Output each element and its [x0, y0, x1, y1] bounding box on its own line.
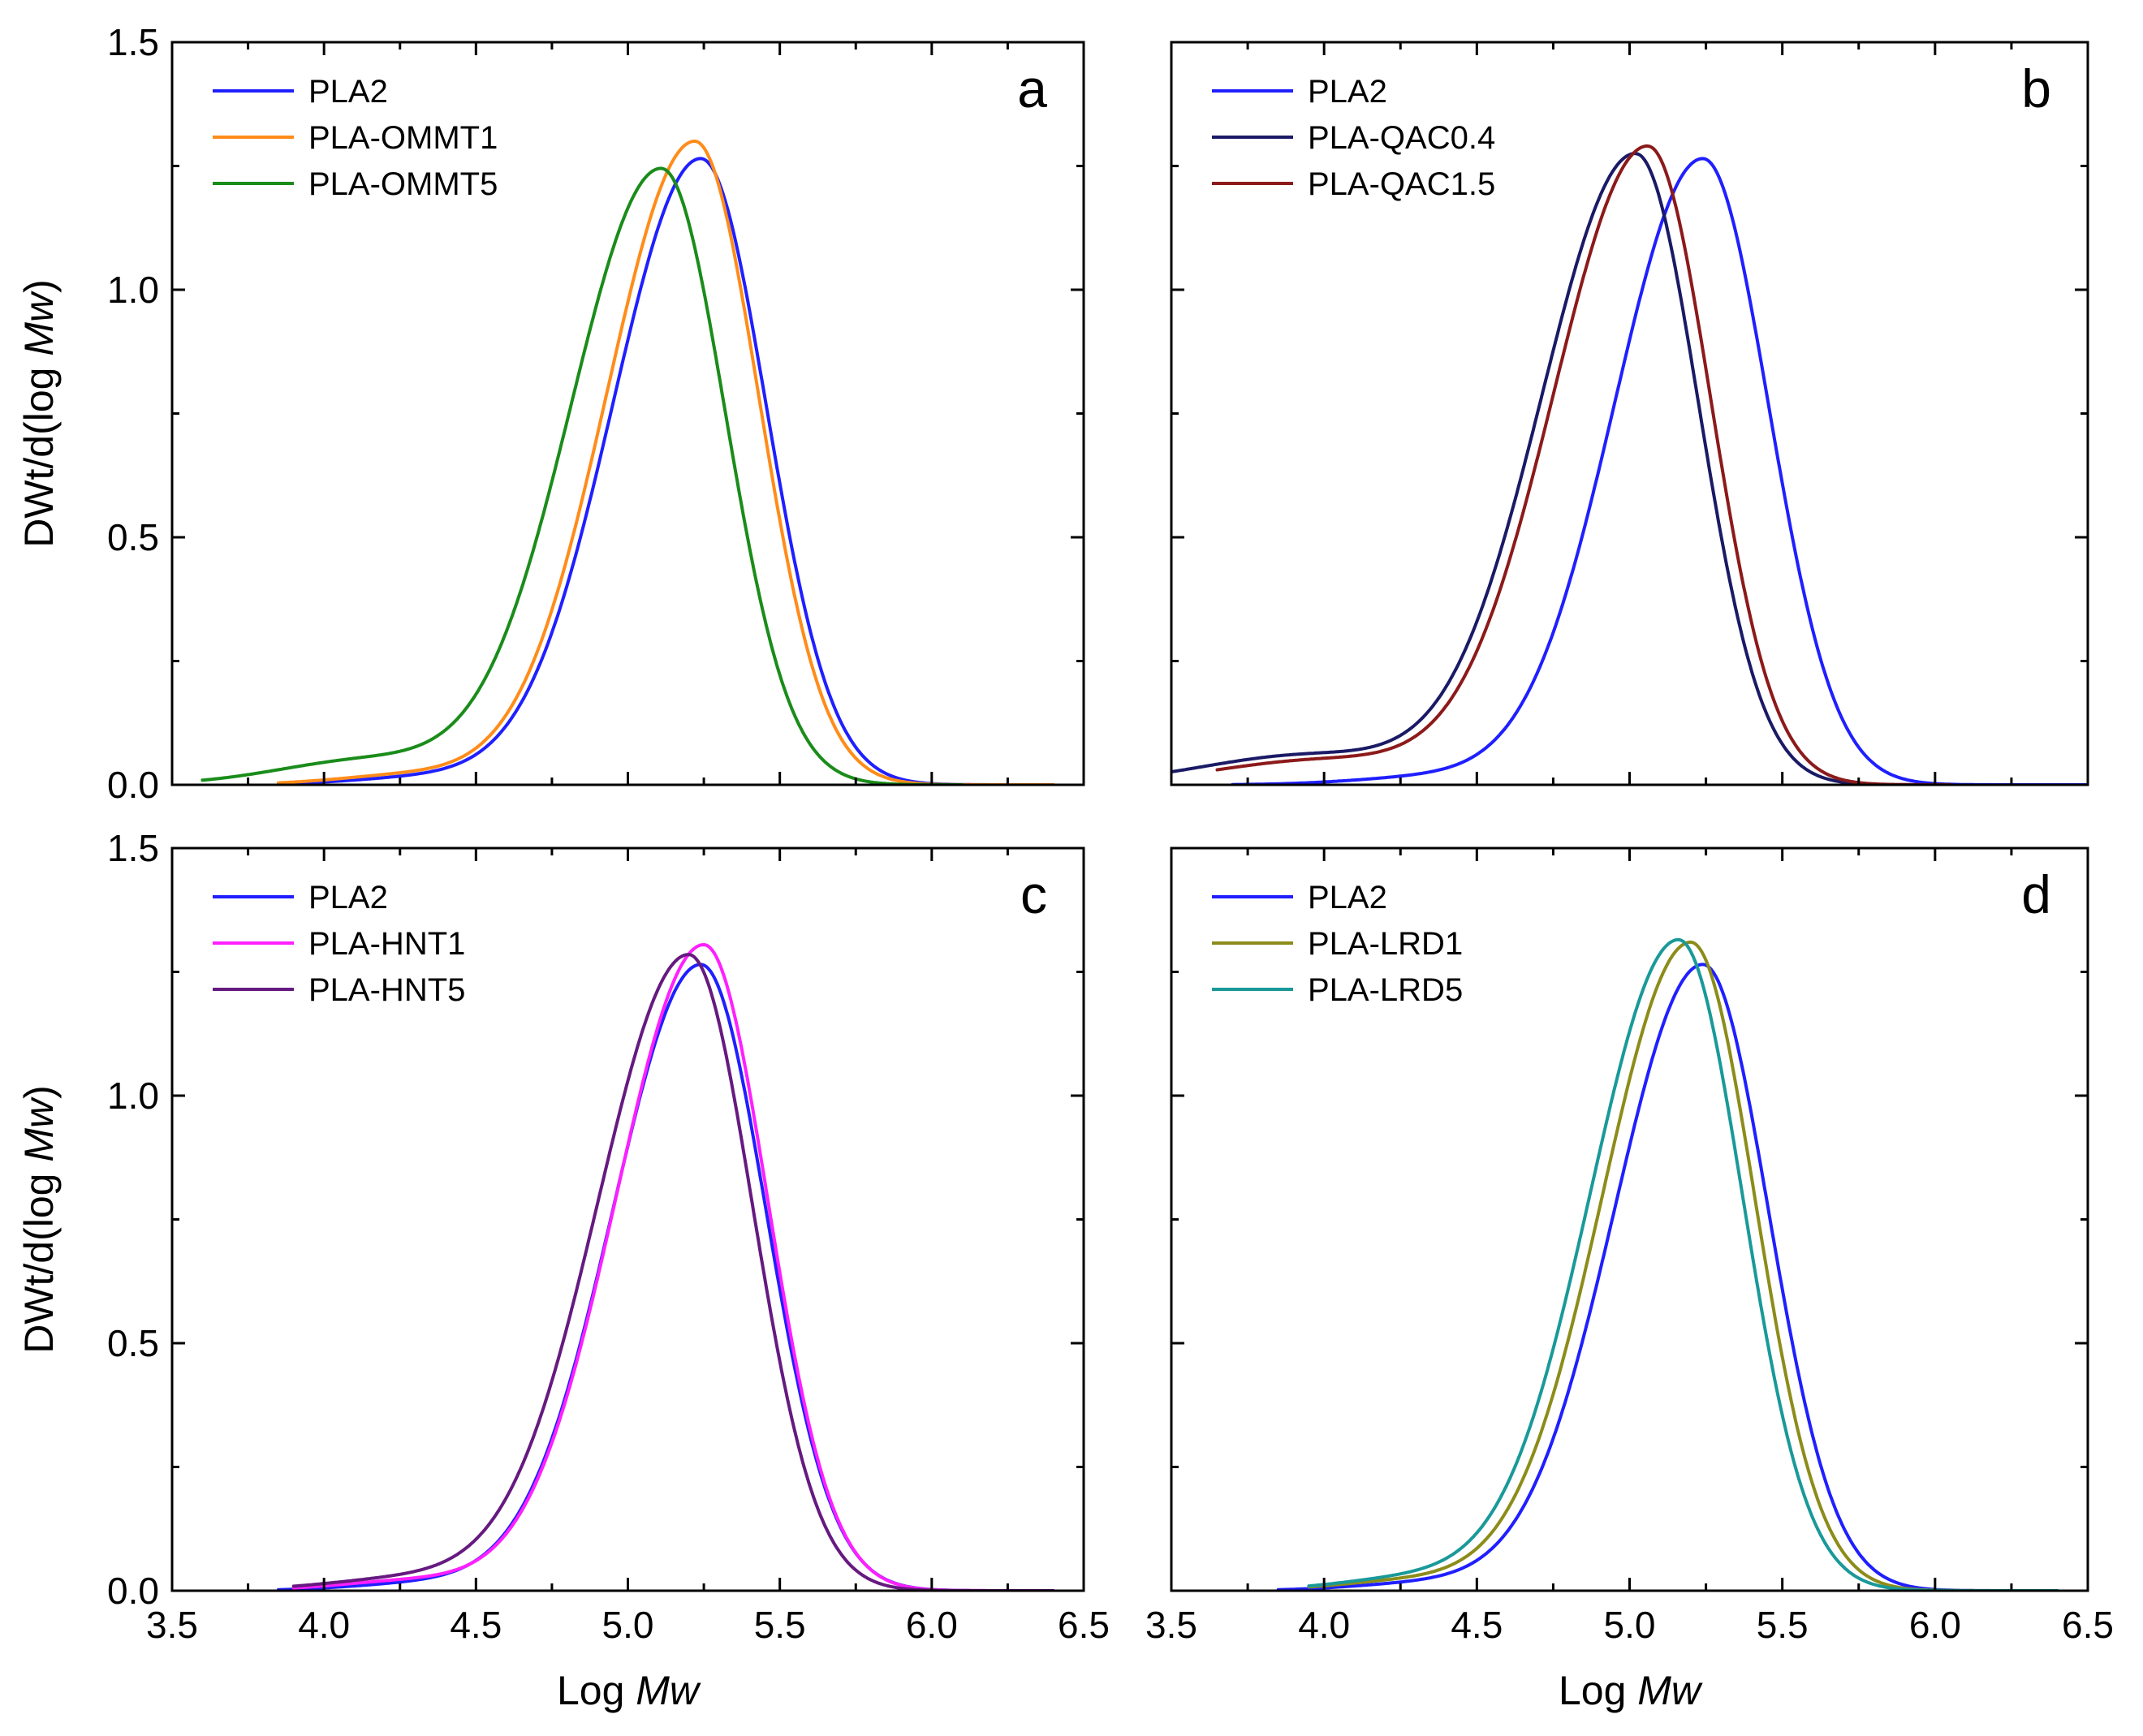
- x-tick-label: 5.5: [1757, 1604, 1809, 1646]
- series-line-pla2: [1276, 963, 2059, 1591]
- x-tick-label: 6.0: [1909, 1604, 1961, 1646]
- legend-label: PLA-HNT5: [308, 972, 465, 1008]
- y-axis-title: DWt/d(log Mw): [16, 279, 62, 548]
- panel-a: 0.0 0.5 1.0 1.5 PLA2 PLA-OMMT1 PLA-OMMT5 a DWt/d…: [16, 21, 1085, 806]
- y-tick-label: 1.0: [107, 269, 159, 311]
- x-tick-label: 5.5: [754, 1604, 806, 1646]
- x-tick-label: 5.0: [602, 1604, 654, 1646]
- x-axis-title: Log Mw: [557, 1668, 701, 1713]
- series-line-pla-ommt1: [277, 140, 1055, 785]
- x-tick-label: 3.5: [146, 1604, 198, 1646]
- panel-d: 3.5 4.0 4.5 5.0 5.5 6.0 6.5 PLA2 PLA-LRD1 PLA-LRD…: [1145, 846, 2114, 1713]
- series-line-pla-qac0.4: [1171, 152, 1937, 785]
- legend-label: PLA2: [308, 880, 388, 915]
- y-axis-title: DWt/d(log Mw): [16, 1085, 62, 1354]
- legend-label: PLA2: [1308, 74, 1387, 110]
- panel-c: 3.5 4.0 4.5 5.0 5.5 6.0 6.5 0.0 0.5 1.0 1.5 PLA2 PLA…: [16, 827, 1110, 1713]
- panels: 0.0 0.5 1.0 1.5 PLA2 PLA-OMMT1 PLA-OMMT5 a DWt/d…: [16, 21, 2114, 1713]
- legend-label: PLA-LRD1: [1308, 926, 1463, 962]
- legend-label: PLA-OMMT5: [308, 166, 498, 202]
- x-tick-label: 4.5: [450, 1604, 502, 1646]
- legend-label: PLA-QAC1.5: [1308, 166, 1495, 202]
- series-line-pla2: [277, 963, 1055, 1591]
- x-tick-label: 4.5: [1451, 1604, 1503, 1646]
- y-tick-label: 1.5: [107, 827, 159, 869]
- legend-label: PLA-HNT1: [308, 926, 465, 962]
- series-line-pla-hnt1: [291, 943, 1055, 1591]
- panel-letter: c: [1020, 864, 1047, 924]
- x-tick-label: 5.0: [1604, 1604, 1656, 1646]
- series-line-pla-ommt5: [201, 166, 964, 785]
- y-tick-label: 1.0: [107, 1075, 159, 1117]
- legend-label: PLA-OMMT1: [308, 120, 498, 156]
- panel-letter: b: [2021, 58, 2051, 118]
- series-line-pla-lrd5: [1307, 937, 2059, 1591]
- x-tick-label: 6.5: [1058, 1604, 1110, 1646]
- x-tick-label: 3.5: [1145, 1604, 1197, 1646]
- y-tick-label: 0.5: [107, 516, 159, 558]
- x-axis-title: Log Mw: [1559, 1668, 1703, 1713]
- x-tick-label: 4.0: [298, 1604, 350, 1646]
- series-line-pla-qac1.5: [1215, 144, 1952, 785]
- y-tick-label: 0.0: [107, 764, 159, 806]
- panel-b: PLA2 PLA-QAC0.4 PLA-QAC1.5 b: [1170, 41, 2089, 786]
- series-line-pla-hnt5: [291, 953, 1055, 1591]
- legend-label: PLA-LRD5: [1308, 972, 1463, 1008]
- x-tick-label: 4.0: [1298, 1604, 1350, 1646]
- x-tick-label: 6.0: [906, 1604, 958, 1646]
- legend-label: PLA2: [1308, 880, 1387, 915]
- y-tick-label: 0.5: [107, 1322, 159, 1364]
- legend-label: PLA-QAC0.4: [1308, 120, 1495, 156]
- panel-letter: a: [1017, 58, 1047, 118]
- panel-letter: d: [2021, 864, 2051, 924]
- series-line-pla2: [277, 157, 1055, 785]
- y-tick-label: 1.5: [107, 21, 159, 63]
- legend-label: PLA2: [308, 74, 388, 110]
- x-tick-label: 6.5: [2062, 1604, 2114, 1646]
- series-line-pla2: [1231, 157, 2088, 785]
- y-tick-label: 0.0: [107, 1570, 159, 1612]
- series-line-pla-lrd1: [1307, 940, 1999, 1591]
